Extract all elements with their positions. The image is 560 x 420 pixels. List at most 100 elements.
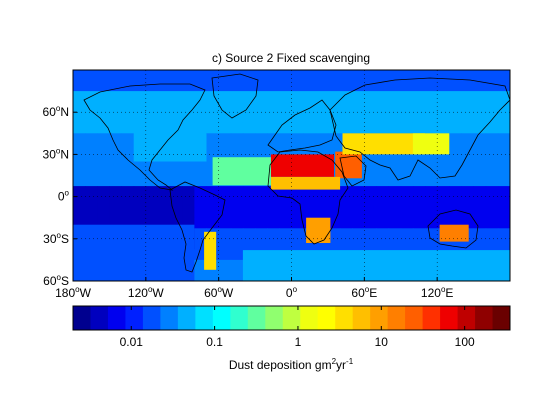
field-cell bbox=[255, 186, 268, 197]
field-cell bbox=[73, 112, 86, 123]
field-cell bbox=[401, 112, 414, 123]
field-cell bbox=[182, 165, 195, 176]
colorbar-tick-label: 10 bbox=[375, 335, 389, 349]
colorbar-cells bbox=[73, 306, 510, 330]
field-cell bbox=[401, 228, 414, 239]
field-cell bbox=[474, 154, 487, 165]
field-cell bbox=[401, 91, 414, 102]
field-cell bbox=[73, 91, 86, 102]
field-cell bbox=[292, 228, 305, 239]
field-cell bbox=[389, 165, 402, 176]
field-cell bbox=[279, 239, 292, 250]
tick-direction: W bbox=[222, 286, 234, 300]
field-cell bbox=[255, 228, 268, 239]
deposition-region bbox=[204, 232, 216, 270]
tick-label: 120oE bbox=[421, 285, 454, 300]
field-cell bbox=[219, 239, 232, 250]
field-cell bbox=[219, 270, 232, 281]
field-cell bbox=[292, 207, 305, 218]
field-cell bbox=[437, 123, 450, 134]
field-cell bbox=[219, 249, 232, 260]
field-cell bbox=[267, 91, 280, 102]
field-cell bbox=[207, 112, 220, 123]
field-cell bbox=[122, 133, 135, 144]
field-cell bbox=[486, 207, 499, 218]
deposition-region bbox=[73, 70, 510, 91]
field-cell bbox=[364, 91, 377, 102]
field-cell bbox=[389, 197, 402, 208]
field-cell bbox=[401, 186, 414, 197]
field-cell bbox=[340, 197, 353, 208]
field-cell bbox=[437, 112, 450, 123]
map-panel bbox=[73, 70, 511, 282]
field-cell bbox=[377, 228, 390, 239]
field-cell bbox=[109, 165, 122, 176]
colorbar-cell bbox=[90, 306, 108, 330]
colorbar-label: Dust deposition gm2yr-1 bbox=[229, 357, 354, 372]
field-cell bbox=[109, 102, 122, 113]
field-cell bbox=[425, 102, 438, 113]
field-cell bbox=[352, 186, 365, 197]
field-cell bbox=[134, 112, 147, 123]
colorbar-cell bbox=[405, 306, 423, 330]
field-cell bbox=[461, 186, 474, 197]
field-cell bbox=[461, 112, 474, 123]
field-cell bbox=[340, 112, 353, 123]
field-cell bbox=[219, 218, 232, 229]
field-cell bbox=[170, 176, 183, 187]
field-cell bbox=[182, 102, 195, 113]
tick-direction: N bbox=[60, 105, 69, 119]
tick-label: 0o bbox=[58, 189, 70, 204]
field-cell bbox=[328, 91, 341, 102]
field-cell bbox=[425, 186, 438, 197]
colorbar-tick-label: 100 bbox=[455, 335, 475, 349]
tick-degrees: 30 bbox=[43, 147, 57, 161]
field-cell bbox=[146, 197, 159, 208]
colorbar-tick-label: 1 bbox=[295, 335, 302, 349]
field-cell bbox=[498, 197, 511, 208]
field-cell bbox=[231, 197, 244, 208]
field-cell bbox=[364, 186, 377, 197]
field-cell bbox=[134, 186, 147, 197]
field-cell bbox=[364, 207, 377, 218]
field-cell bbox=[304, 144, 317, 155]
field-cell bbox=[267, 133, 280, 144]
field-cell bbox=[498, 154, 511, 165]
field-cell bbox=[109, 112, 122, 123]
field-cell bbox=[122, 102, 135, 113]
field-cell bbox=[401, 207, 414, 218]
field-cell bbox=[498, 133, 511, 144]
colorbar-cell bbox=[318, 306, 336, 330]
field-cell bbox=[437, 102, 450, 113]
field-cell bbox=[377, 239, 390, 250]
field-cell bbox=[461, 123, 474, 134]
field-cell bbox=[486, 154, 499, 165]
field-cell bbox=[158, 165, 171, 176]
field-cell bbox=[401, 102, 414, 113]
field-cell bbox=[413, 186, 426, 197]
field-cell bbox=[389, 228, 402, 239]
field-cell bbox=[243, 218, 256, 229]
field-cell bbox=[170, 186, 183, 197]
field-cell bbox=[194, 102, 207, 113]
field-cell bbox=[425, 228, 438, 239]
field-cell bbox=[486, 186, 499, 197]
field-cell bbox=[413, 218, 426, 229]
field-cell bbox=[413, 102, 426, 113]
field-cell bbox=[328, 133, 341, 144]
field-cell bbox=[231, 207, 244, 218]
field-cell bbox=[474, 228, 487, 239]
field-cell bbox=[389, 207, 402, 218]
field-cell bbox=[461, 165, 474, 176]
field-cell bbox=[498, 176, 511, 187]
tick-degrees: 180 bbox=[55, 286, 75, 300]
field-cell bbox=[328, 102, 341, 113]
deposition-region bbox=[213, 157, 271, 185]
field-cell bbox=[316, 207, 329, 218]
field-cell bbox=[449, 176, 462, 187]
field-cell bbox=[474, 102, 487, 113]
field-cell bbox=[474, 144, 487, 155]
field-cell bbox=[109, 91, 122, 102]
field-cell bbox=[352, 228, 365, 239]
field-cell bbox=[267, 228, 280, 239]
